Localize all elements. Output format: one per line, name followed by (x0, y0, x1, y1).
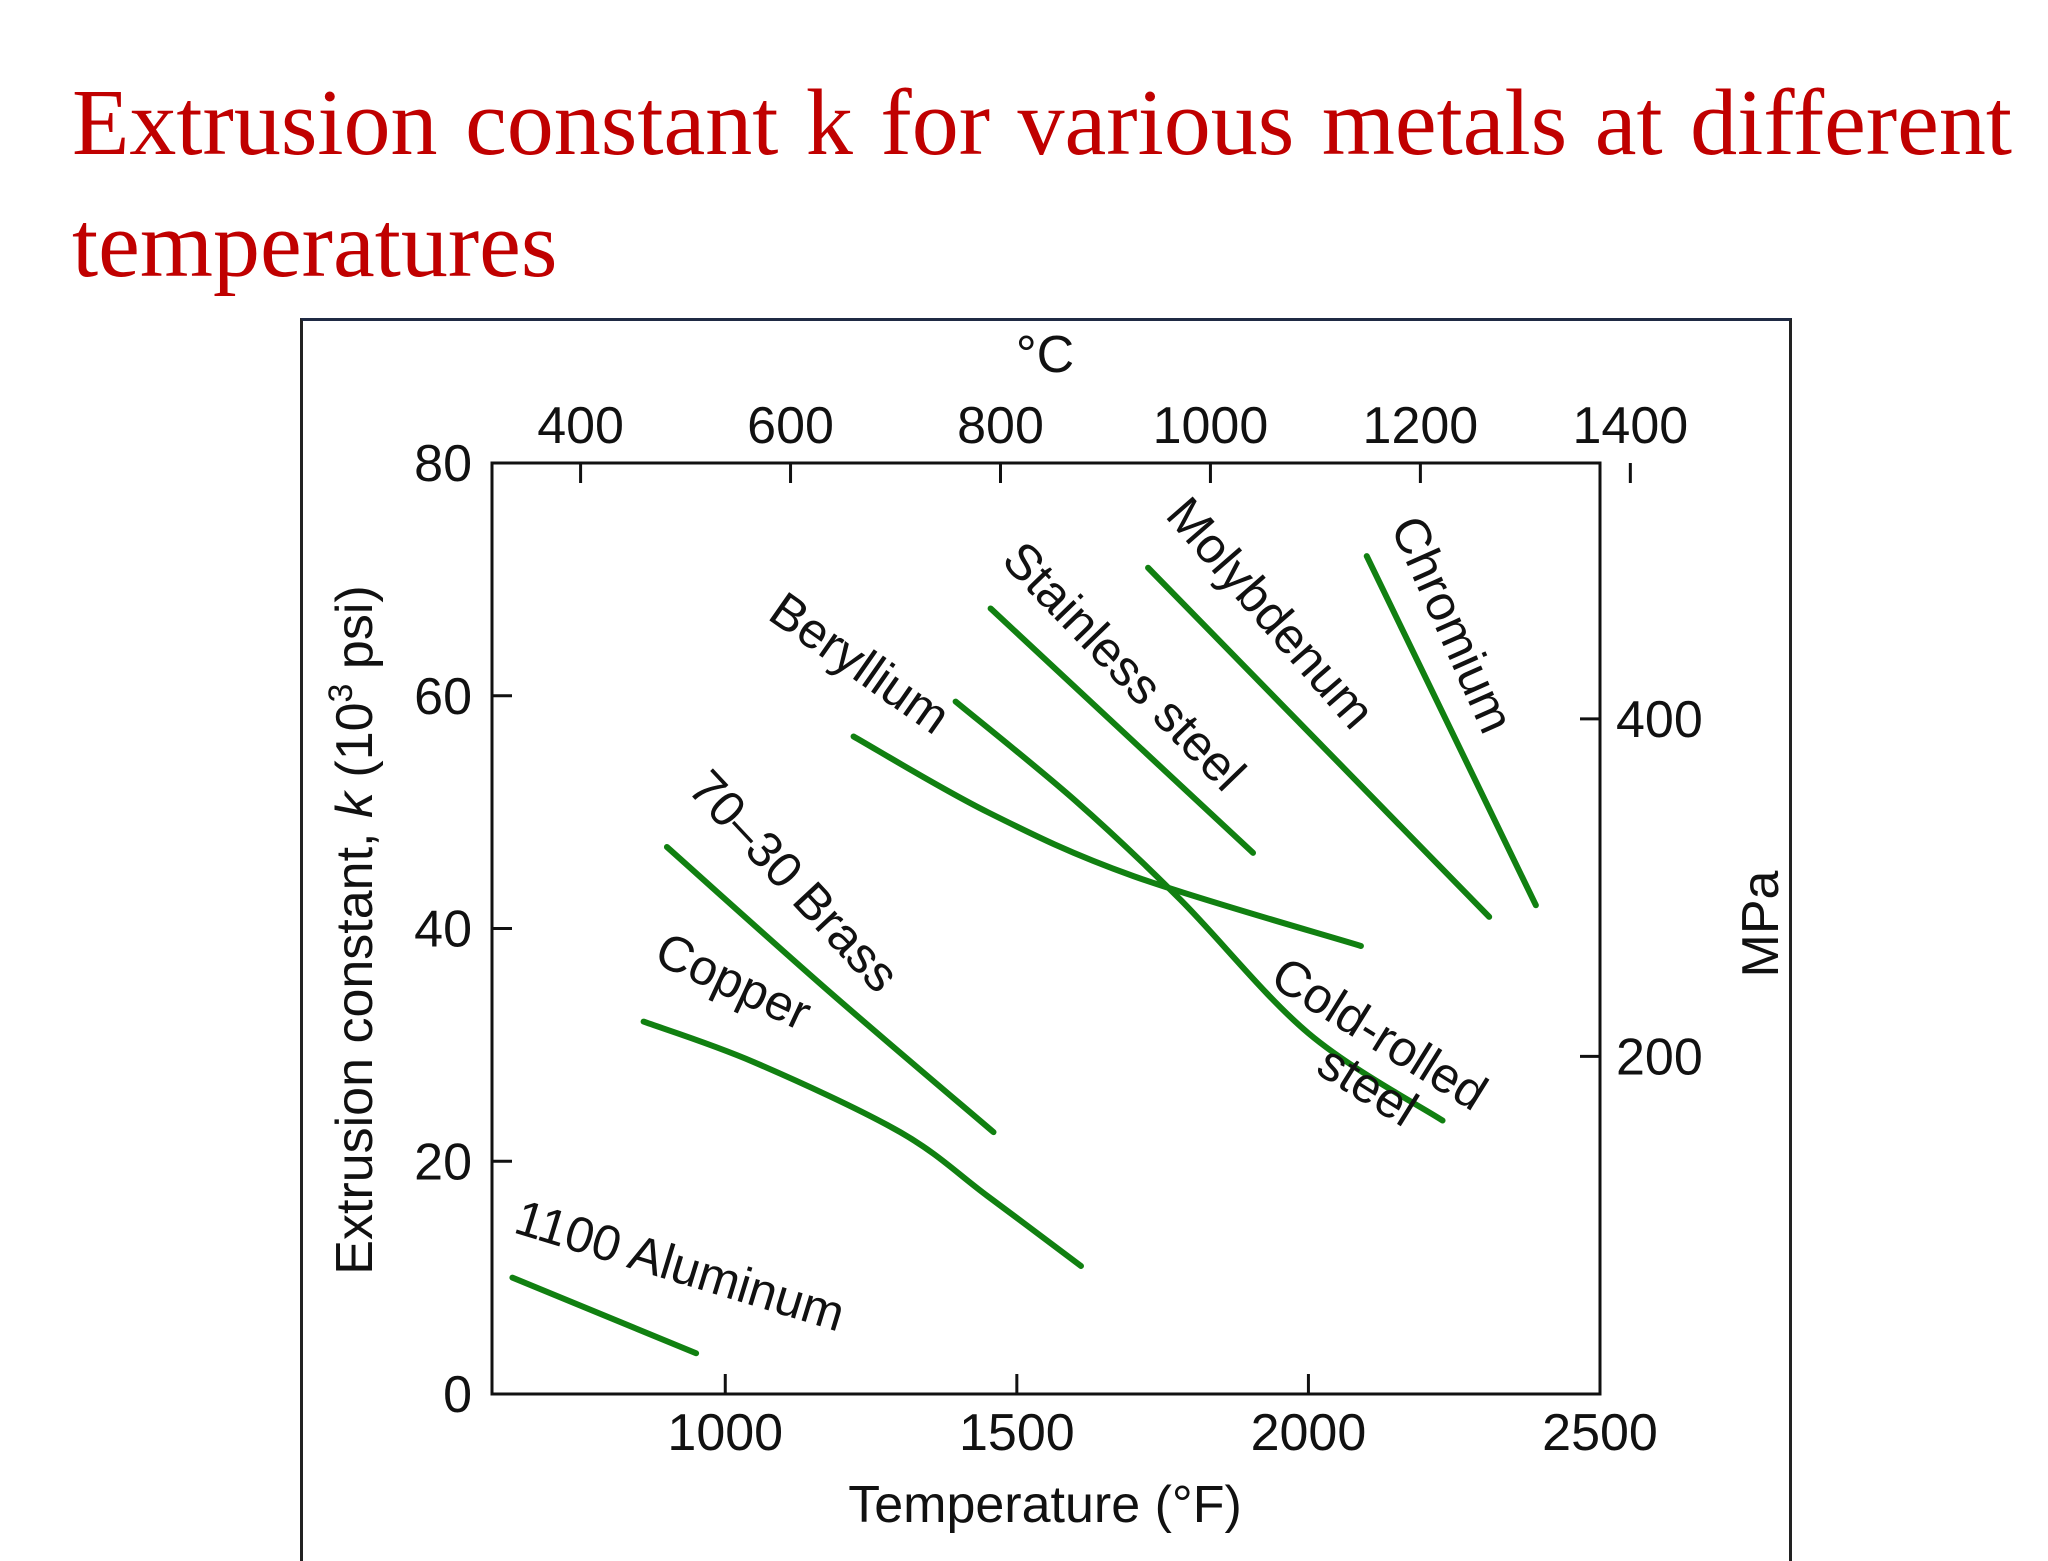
chart-frame (300, 318, 1792, 1561)
series-line-1100-aluminum (509, 1274, 700, 1357)
series-line-group (509, 553, 1539, 1357)
y-axis-title: Extrusion constant, k (103 psi) (322, 585, 384, 1274)
x-tick-label: 2500 (1542, 1404, 1658, 1462)
y2-tick-label: 400 (1616, 691, 1703, 749)
series-line-beryllium (850, 733, 1364, 949)
y2-tick-label: 200 (1616, 1028, 1703, 1086)
x2-tick-label: 800 (957, 397, 1044, 455)
series-line-molybdenum (1145, 564, 1493, 920)
y-axis-title-k: k (326, 789, 384, 818)
y-tick-label: 60 (414, 668, 472, 726)
y-tick-label: 0 (443, 1366, 472, 1424)
y-tick-label: 20 (414, 1133, 472, 1191)
x2-tick-label: 1200 (1363, 397, 1479, 455)
series-label-copper: Copper (647, 921, 819, 1041)
tick-label-group: 1000 1500 2000 2500 0 20 40 60 80 400 600 800 1000 12… (414, 397, 1703, 1462)
x2-tick-label: 600 (747, 397, 834, 455)
series-line-chromium (1363, 553, 1539, 909)
y2-axis-title: MPa (1732, 870, 1790, 977)
y-axis-title-sup: 3 (322, 684, 360, 703)
series-line-copper (640, 1018, 1084, 1269)
series-line-70-30-brass (663, 844, 997, 1136)
x2-tick-label: 1400 (1572, 397, 1688, 455)
x-axis-title: Temperature (°F) (848, 1476, 1242, 1534)
x-tick-label: 2000 (1251, 1404, 1367, 1462)
y-axis-title-unit-post: psi) (326, 585, 384, 683)
series-line-stainless-steel (987, 605, 1257, 856)
y-tick-label: 40 (414, 901, 472, 959)
y-axis-title-main: Extrusion constant, (326, 818, 384, 1275)
x2-tick-label: 400 (537, 397, 624, 455)
x-tick-label: 1500 (959, 1404, 1075, 1462)
x2-axis-title: °C (1016, 326, 1074, 384)
x-tick-label: 1000 (667, 1404, 783, 1462)
series-label-1100-aluminum: 1100 Aluminum (509, 1189, 851, 1342)
y-tick-label: 80 (414, 435, 472, 493)
tick-group (492, 461, 1632, 1396)
slide-title: Extrusion constant k for various metals … (72, 71, 2012, 297)
series-line-cold-rolled-steel (952, 698, 1446, 1124)
y-axis-title-unit-pre: (10 (326, 702, 384, 792)
series-label-beryllium: Beryllium (760, 581, 961, 745)
x2-tick-label: 1000 (1153, 397, 1269, 455)
